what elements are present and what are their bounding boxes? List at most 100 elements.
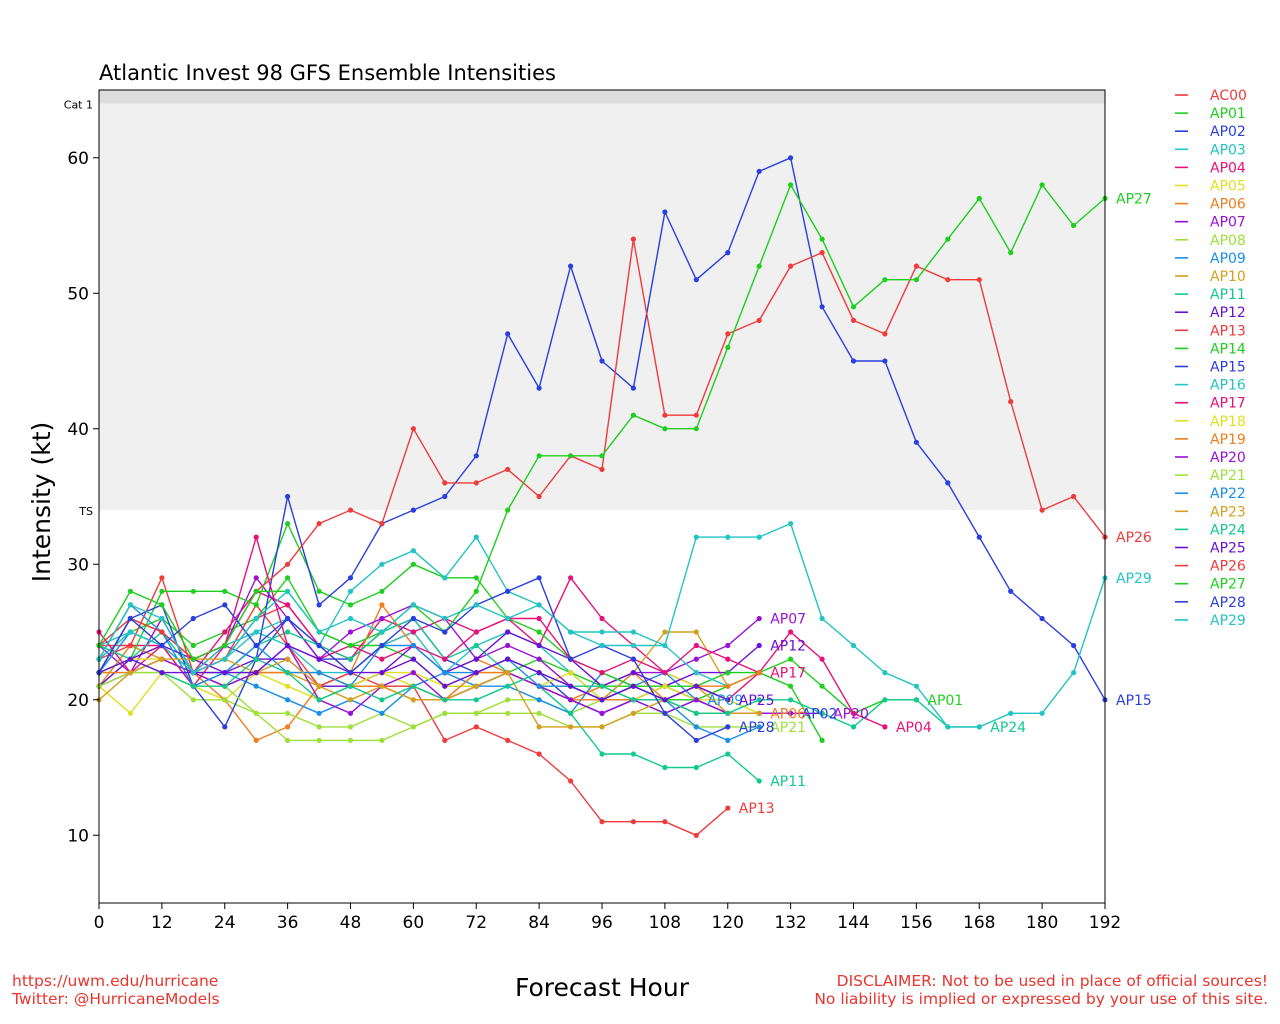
legend-item-ap03: AP03 xyxy=(1175,142,1246,158)
band-0 xyxy=(99,103,1105,511)
legend-item-ap05: AP05 xyxy=(1175,179,1246,195)
footer-disclaimer: DISCLAIMER: Not to be used in place of o… xyxy=(814,972,1268,1008)
data-point xyxy=(473,575,479,581)
data-point xyxy=(473,724,479,730)
data-point xyxy=(976,534,982,540)
data-point xyxy=(693,670,699,676)
data-point xyxy=(473,602,479,608)
data-point xyxy=(725,250,731,256)
data-point xyxy=(253,575,259,581)
x-tick-label: 168 xyxy=(963,913,995,933)
legend-label: AP15 xyxy=(1210,360,1246,376)
data-point xyxy=(159,629,165,635)
legend-item-ap12: AP12 xyxy=(1175,305,1246,321)
legend-label: AC00 xyxy=(1210,88,1247,104)
data-point xyxy=(882,670,888,676)
data-point xyxy=(630,642,637,649)
data-point xyxy=(599,697,605,703)
chart-title: Atlantic Invest 98 GFS Ensemble Intensit… xyxy=(99,61,556,85)
data-point xyxy=(693,412,699,418)
data-point xyxy=(442,710,448,716)
data-point xyxy=(819,236,825,242)
legend-item-ap29: AP29 xyxy=(1175,613,1246,629)
data-point xyxy=(347,683,354,689)
data-point xyxy=(882,358,888,364)
data-point xyxy=(222,724,228,730)
data-point xyxy=(127,629,133,635)
data-point xyxy=(222,588,228,594)
end-label: AP24 xyxy=(990,720,1026,736)
data-point xyxy=(756,670,762,676)
data-point xyxy=(725,805,731,811)
twitter-handle[interactable]: Twitter: @HurricaneModels xyxy=(12,990,220,1008)
data-point xyxy=(222,629,228,635)
data-point xyxy=(662,710,668,716)
x-axis-label: Forecast Hour xyxy=(515,973,690,1002)
data-point xyxy=(945,724,951,730)
legend-item-ap09: AP09 xyxy=(1175,251,1246,267)
data-point xyxy=(536,724,542,730)
y-tick-label: 20 xyxy=(67,691,89,711)
data-point xyxy=(945,236,951,242)
data-point xyxy=(1039,507,1045,513)
data-point xyxy=(536,615,542,622)
data-point xyxy=(630,629,637,635)
data-point xyxy=(725,344,731,350)
data-point xyxy=(756,263,762,269)
data-point xyxy=(788,629,794,635)
legend-label: AP05 xyxy=(1210,179,1246,195)
data-point xyxy=(410,670,416,676)
end-label: AP17 xyxy=(770,666,806,682)
data-point xyxy=(442,656,448,662)
data-point xyxy=(1071,642,1077,649)
data-point xyxy=(159,575,165,581)
data-point xyxy=(159,656,165,662)
data-point xyxy=(945,480,951,486)
data-point xyxy=(788,710,794,716)
x-tick-label: 36 xyxy=(277,913,299,933)
data-point xyxy=(1008,588,1014,594)
legend-label: AP14 xyxy=(1210,341,1246,357)
data-point xyxy=(127,642,133,649)
data-point xyxy=(127,656,133,662)
data-point xyxy=(347,507,354,513)
data-point xyxy=(693,534,699,540)
x-tick-label: 120 xyxy=(712,913,744,933)
data-point xyxy=(788,697,794,703)
series-ap13 xyxy=(96,575,731,838)
data-point xyxy=(536,385,542,391)
data-point xyxy=(630,385,637,391)
data-point xyxy=(693,277,699,283)
legend-item-ap18: AP18 xyxy=(1175,414,1246,430)
data-point xyxy=(222,683,228,689)
data-point xyxy=(505,710,511,716)
data-point xyxy=(662,642,668,649)
x-tick-label: 48 xyxy=(340,913,362,933)
data-point xyxy=(379,656,385,662)
data-point xyxy=(725,683,731,689)
y-tick-label: 30 xyxy=(67,555,89,575)
legend-item-ap24: AP24 xyxy=(1175,522,1246,538)
legend-label: AP26 xyxy=(1210,559,1246,575)
y-tick-label: 10 xyxy=(67,826,89,846)
data-point xyxy=(819,250,825,256)
data-point xyxy=(347,602,354,608)
legend-item-ap27: AP27 xyxy=(1175,577,1246,593)
website-link[interactable]: https://uwm.edu/hurricane xyxy=(12,972,219,990)
legend-item-ap25: AP25 xyxy=(1175,541,1246,557)
data-point xyxy=(127,710,133,716)
data-point xyxy=(190,683,196,689)
data-point xyxy=(442,480,448,486)
data-point xyxy=(850,642,857,649)
data-point xyxy=(788,656,794,662)
legend-label: AP23 xyxy=(1210,504,1246,520)
data-point xyxy=(568,575,574,581)
end-label: AP27 xyxy=(1116,191,1152,207)
data-point xyxy=(159,588,165,594)
data-point xyxy=(756,168,762,174)
data-point xyxy=(505,615,511,622)
legend-item-ap20: AP20 xyxy=(1175,450,1246,466)
legend-label: AP18 xyxy=(1210,414,1246,430)
data-point xyxy=(159,602,165,608)
data-point xyxy=(536,751,542,757)
